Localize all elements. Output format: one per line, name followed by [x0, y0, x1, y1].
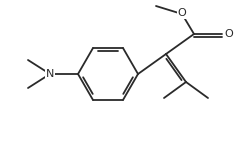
- Text: O: O: [225, 29, 233, 39]
- Text: O: O: [178, 8, 186, 18]
- Text: N: N: [46, 69, 54, 79]
